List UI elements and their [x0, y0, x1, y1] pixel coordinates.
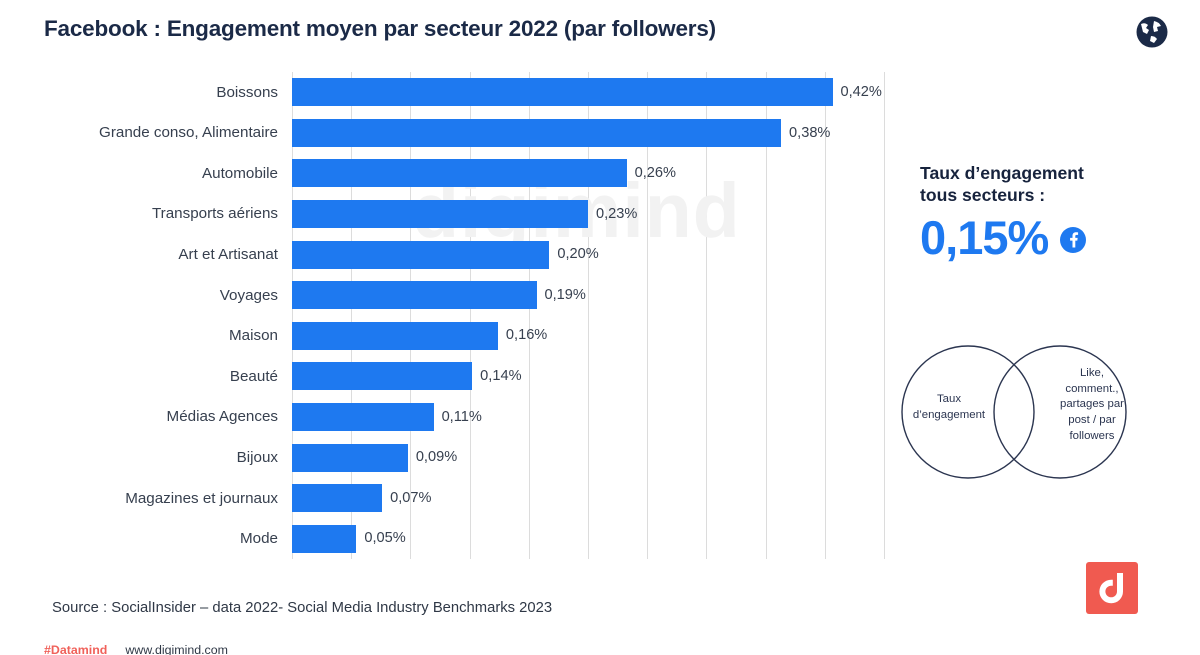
bar-value-label: 0,19% [544, 286, 586, 303]
bar[interactable] [292, 443, 408, 472]
source-note: Source : SocialInsider – data 2022- Soci… [52, 600, 553, 616]
category-label: Médias Agences [166, 408, 278, 426]
bar-container: 0,11% [292, 402, 884, 431]
venn-left-label: Taux d’engagement [912, 393, 986, 421]
bar-container: 0,20% [292, 240, 884, 269]
bar-row: Grande conso, Alimentaire 0,38% [99, 113, 884, 154]
bar-container: 0,38% [292, 118, 884, 147]
kpi-value: 0,15% [920, 210, 1049, 264]
bar[interactable] [292, 484, 383, 513]
bar-container: 0,05% [292, 524, 884, 553]
bar-container: 0,14% [292, 362, 884, 391]
website-link[interactable]: www.digimind.com [125, 643, 228, 655]
category-label: Art et Artisanat [178, 246, 278, 263]
venn-right-label: Like, comment., partages par post / par … [1060, 367, 1124, 442]
bar-container: 0,23% [292, 200, 884, 229]
bar-value-label: 0,38% [789, 124, 831, 141]
bar[interactable] [292, 281, 537, 310]
bar-row: Médias Agences 0,11% [167, 397, 884, 438]
bar[interactable] [292, 200, 588, 229]
digimind-logo [1086, 562, 1138, 614]
bar-row: Beauté 0,14% [230, 356, 884, 397]
bar-row: Maison 0,16% [229, 316, 884, 357]
bar-value-label: 0,14% [480, 368, 522, 385]
kpi-value-row: 0,15% [920, 210, 1180, 264]
bar-rows: Boissons 0,42% Grande conso, Alimentaire 0,… [99, 72, 884, 559]
bar-value-label: 0,05% [364, 530, 406, 547]
bar[interactable] [292, 321, 498, 350]
bar-container: 0,42% [292, 78, 884, 107]
bar-row: Voyages 0,19% [220, 275, 884, 316]
category-label: Voyages [219, 286, 278, 304]
bar-row: Magazines et journaux 0,07% [125, 478, 884, 519]
bar-container: 0,19% [292, 281, 884, 310]
bar-row: Boissons 0,42% [216, 72, 884, 113]
globe-icon [1132, 12, 1172, 52]
bar-container: 0,16% [292, 321, 884, 350]
category-label: Magazines et journaux [125, 489, 278, 507]
category-label: Beauté [229, 367, 278, 385]
bar[interactable] [292, 402, 434, 431]
kpi-title: Taux d’engagement tous secteurs : [920, 163, 1084, 206]
bar-value-label: 0,16% [505, 327, 548, 344]
category-label: Grande conso, Alimentaire [99, 124, 278, 142]
hashtag-label: #Datamind [44, 643, 108, 655]
category-label: Boissons [216, 83, 278, 101]
engagement-rate-summary: Taux d’engagement tous secteurs : 0,15% [920, 162, 1180, 262]
bar-value-label: 0,11% [441, 408, 482, 425]
bar-row: Automobile 0,26% [202, 153, 884, 194]
bar[interactable] [292, 159, 627, 188]
bar[interactable] [292, 524, 357, 553]
facebook-icon [1060, 227, 1087, 254]
bar-value-label: 0,09% [415, 449, 458, 466]
bar-row: Mode 0,05% [240, 518, 884, 559]
bar-value-label: 0,07% [390, 489, 432, 506]
bar-container: 0,26% [292, 159, 884, 188]
venn-diagram: Taux d’engagement Like, comment., partag… [880, 332, 1148, 492]
bar-row: Bijoux 0,09% [237, 437, 884, 478]
category-label: Transports aériens [151, 205, 278, 223]
bar[interactable] [292, 362, 473, 391]
bar[interactable] [292, 78, 833, 107]
category-label: Mode [240, 530, 278, 548]
bar-value-label: 0,23% [596, 205, 638, 222]
bar-value-label: 0,42% [840, 83, 882, 100]
bar[interactable] [292, 240, 550, 269]
footer-strip: #Datamind www.digimind.com [44, 643, 228, 655]
category-label: Automobile [202, 164, 278, 182]
bar-value-label: 0,20% [557, 246, 599, 263]
bar-value-label: 0,26% [634, 165, 676, 182]
page-title: Facebook : Engagement moyen par secteur … [44, 16, 716, 41]
bar-container: 0,09% [292, 443, 884, 472]
bar-row: Art et Artisanat 0,20% [178, 234, 884, 275]
bar[interactable] [292, 118, 782, 147]
category-label: Bijoux [236, 448, 278, 466]
category-label: Maison [229, 327, 278, 345]
bar-container: 0,07% [292, 484, 884, 513]
bar-row: Transports aériens 0,23% [152, 194, 884, 235]
